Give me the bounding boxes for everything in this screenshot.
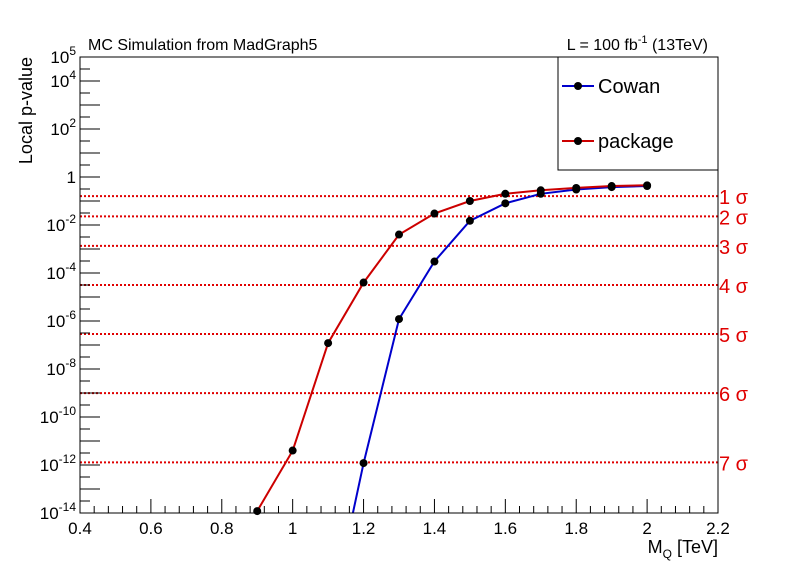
header-left: MC Simulation from MadGraph5 bbox=[88, 37, 318, 54]
y-tick-exponent: -8 bbox=[65, 356, 76, 370]
data-point-cowan bbox=[395, 315, 403, 324]
x-tick-label: 0.8 bbox=[210, 519, 234, 538]
luminosity-suffix: (13TeV) bbox=[648, 37, 708, 54]
sigma-label: 7 σ bbox=[719, 453, 749, 475]
y-tick-exponent: -2 bbox=[65, 212, 76, 226]
y-tick-label: 10-14 bbox=[40, 500, 77, 523]
y-tick-base: 1 bbox=[67, 168, 76, 187]
y-tick-label: 104 bbox=[50, 68, 76, 91]
y-tick-label: 1 bbox=[67, 168, 76, 187]
ticks-layer bbox=[79, 56, 719, 514]
legend-marker bbox=[574, 137, 582, 145]
data-point-package bbox=[288, 446, 297, 455]
data-point-package bbox=[607, 182, 616, 191]
y-tick-base: 10 bbox=[40, 504, 59, 523]
luminosity-prefix: L = 100 fb bbox=[567, 37, 638, 54]
x-tick-label: 1.8 bbox=[564, 519, 588, 538]
y-tick-label: 10-12 bbox=[40, 452, 77, 475]
y-tick-label: 10-8 bbox=[46, 356, 76, 379]
y-tick-label: 10-10 bbox=[40, 404, 77, 427]
legend-entry-cowan: Cowan bbox=[598, 76, 660, 98]
x-tick-label: 1.4 bbox=[423, 519, 447, 538]
y-tick-base: 10 bbox=[50, 120, 69, 139]
y-tick-exponent: 5 bbox=[69, 44, 76, 58]
luminosity-exponent: -1 bbox=[638, 34, 648, 46]
data-point-package bbox=[359, 278, 368, 287]
sigma-label: 2 σ bbox=[719, 207, 749, 229]
sigma-label: 5 σ bbox=[719, 325, 749, 347]
y-tick-base: 10 bbox=[46, 360, 65, 379]
x-axis-label: MQ [TeV] bbox=[648, 537, 718, 561]
series-line-cowan bbox=[351, 185, 648, 514]
series-layer bbox=[253, 181, 652, 516]
x-tick-label: 0.4 bbox=[68, 519, 92, 538]
y-tick-label: 102 bbox=[50, 116, 76, 139]
y-tick-exponent: -14 bbox=[59, 500, 77, 514]
y-tick-exponent: -10 bbox=[59, 404, 77, 418]
y-tick-exponent: 2 bbox=[69, 116, 76, 130]
y-tick-base: 10 bbox=[50, 48, 69, 67]
x-axis-label-main: M bbox=[648, 537, 663, 557]
y-tick-base: 10 bbox=[50, 72, 69, 91]
x-tick-label: 1 bbox=[288, 519, 297, 538]
data-point-package bbox=[465, 197, 474, 205]
x-axis-label-suffix: [TeV] bbox=[672, 537, 718, 557]
x-tick-label: 1.6 bbox=[494, 519, 518, 538]
x-tick-label: 0.6 bbox=[139, 519, 163, 538]
y-tick-base: 10 bbox=[46, 264, 65, 283]
y-tick-base: 10 bbox=[46, 216, 65, 235]
y-axis-label: Local p-value bbox=[16, 57, 36, 164]
sigma-label: 4 σ bbox=[719, 276, 749, 298]
legend-marker bbox=[574, 82, 582, 90]
data-point-cowan bbox=[465, 216, 474, 225]
y-tick-label: 10-4 bbox=[46, 260, 76, 283]
data-point-package bbox=[643, 181, 652, 190]
x-tick-label: 1.2 bbox=[352, 519, 376, 538]
y-tick-base: 10 bbox=[46, 312, 65, 331]
data-point-cowan bbox=[430, 257, 439, 266]
series-line-package bbox=[256, 184, 648, 512]
data-point-package bbox=[395, 230, 403, 239]
y-tick-exponent: -6 bbox=[65, 308, 76, 322]
data-point-package bbox=[536, 186, 545, 195]
legend-entry-package: package bbox=[598, 131, 674, 153]
y-tick-exponent: 4 bbox=[69, 68, 76, 82]
luminosity-label: L = 100 fb-1 (13TeV) bbox=[567, 34, 708, 54]
sigma-label: 1 σ bbox=[719, 187, 749, 209]
data-point-package bbox=[572, 183, 581, 192]
y-tick-exponent: -12 bbox=[59, 452, 77, 466]
x-tick-label: 2 bbox=[642, 519, 651, 538]
legend-box bbox=[557, 56, 719, 171]
data-point-cowan bbox=[359, 459, 368, 468]
text-layer: 0.4 0.6 0.8 1 1.2 1.4 1.6 1.8 2 2.2105104102110-2… bbox=[16, 34, 730, 561]
data-point-package bbox=[253, 507, 262, 516]
y-tick-base: 10 bbox=[40, 456, 59, 475]
sigma-label: 3 σ bbox=[719, 237, 749, 259]
y-tick-base: 10 bbox=[40, 408, 59, 427]
y-tick-label: 10-6 bbox=[46, 308, 76, 331]
x-tick-label: 2.2 bbox=[706, 519, 730, 538]
y-tick-label: 10-2 bbox=[46, 212, 76, 235]
y-tick-exponent: -4 bbox=[65, 260, 76, 274]
sigma-label: 6 σ bbox=[719, 384, 749, 406]
sigma-lines-layer: 1 σ2 σ 3 σ 4 σ 5 σ 6 σ 7 σ bbox=[80, 187, 749, 475]
data-point-package bbox=[430, 209, 439, 218]
legend-layer: Cowan package bbox=[557, 56, 719, 171]
x-axis-label-sub: Q bbox=[663, 547, 672, 561]
data-point-package bbox=[324, 339, 333, 348]
y-tick-label: 105 bbox=[50, 44, 76, 67]
data-point-package bbox=[501, 189, 510, 198]
data-point-cowan bbox=[501, 199, 510, 208]
